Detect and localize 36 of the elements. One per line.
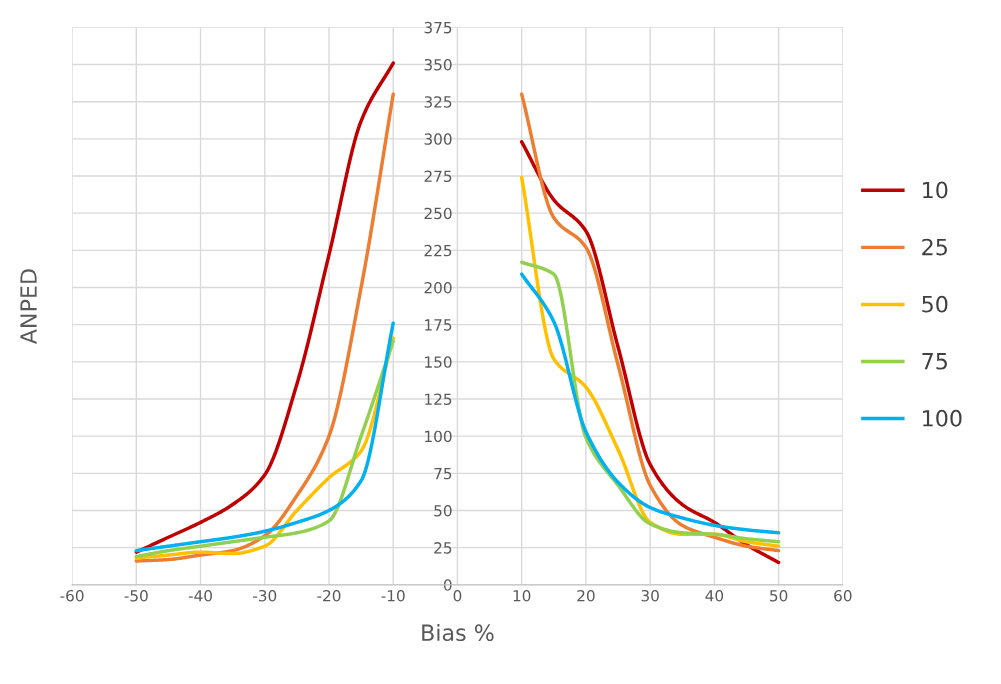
legend-label: 100 — [923, 409, 962, 427]
x-axis-title: Bias % — [422, 623, 494, 642]
y-tick-label: 250 — [424, 207, 452, 220]
legend-label: 10 — [923, 181, 948, 199]
x-tick-label: 50 — [770, 589, 788, 602]
y-tick-label: 275 — [424, 170, 452, 183]
x-tick-label: -50 — [124, 589, 148, 602]
legend-label: 25 — [922, 238, 947, 256]
legend-label: 50 — [922, 295, 948, 313]
x-tick-label: 60 — [834, 589, 852, 602]
x-tick-label: 10 — [513, 589, 531, 602]
y-tick-label: 350 — [424, 58, 452, 71]
x-tick-label: 40 — [705, 589, 724, 602]
x-tick-label: 30 — [641, 589, 659, 602]
x-tick-label: -60 — [60, 589, 84, 602]
y-tick-label: 375 — [424, 21, 452, 34]
y-axis-title: ANPED — [20, 269, 37, 345]
y-tick-label: 150 — [425, 356, 452, 368]
x-tick-label: -40 — [188, 589, 212, 602]
y-tick-label: 200 — [424, 281, 452, 294]
x-tick-label: 0 — [453, 589, 462, 602]
x-tick-label: -10 — [381, 589, 405, 602]
legend-label: 75 — [922, 353, 947, 370]
y-tick-label: 325 — [424, 96, 452, 108]
x-tick-label: 20 — [577, 589, 595, 602]
y-tick-label: 75 — [434, 467, 452, 480]
y-tick-label: 25 — [434, 542, 452, 554]
y-tick-label: 50 — [434, 504, 452, 517]
y-tick-label: 300 — [424, 133, 452, 145]
x-tick-label: -20 — [317, 589, 341, 602]
y-tick-label: 175 — [425, 319, 452, 331]
y-tick-label: 125 — [425, 393, 452, 406]
x-tick-label: -30 — [253, 589, 277, 602]
y-tick-label: 225 — [424, 244, 452, 257]
y-tick-label: 0 — [443, 579, 452, 591]
y-tick-label: 100 — [425, 430, 452, 443]
